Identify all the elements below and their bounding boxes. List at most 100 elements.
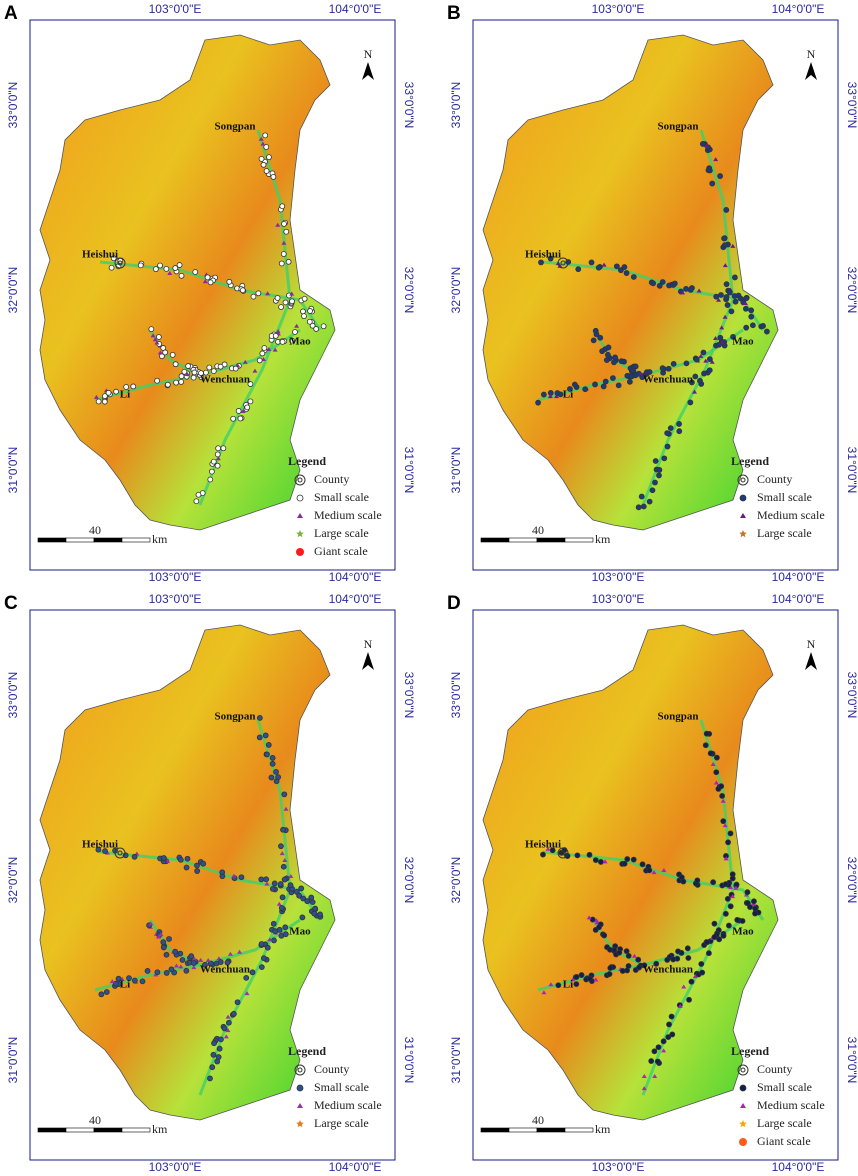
small-symbol [660,1038,667,1045]
legend-label: County [757,1062,792,1076]
small-symbol [621,860,628,867]
legend-label: Giant scale [757,1134,811,1148]
small-symbol [280,251,287,257]
small-symbol [308,894,315,901]
latitude-label: 33°0'0"N [402,672,416,719]
small-symbol [711,920,718,927]
small-symbol [635,956,642,963]
latitude-label: 33°0'0"N [6,82,20,129]
scale-bar [536,537,566,543]
small-symbol [192,269,199,275]
medium-symbol [275,329,281,334]
county-name: Li [563,979,573,991]
small-symbol [176,262,183,268]
small-symbol [655,1044,662,1051]
small-symbol [724,895,731,902]
small-symbol [605,351,611,358]
small-symbol [191,369,198,376]
panel-letter: A [4,3,18,24]
giant-symbol [296,548,304,556]
small-symbol [279,203,286,210]
small-symbol [711,934,718,940]
longitude-label: 104°0'0"E [772,592,825,606]
medium-symbol [557,263,563,268]
medium-symbol [722,314,728,319]
small-symbol [102,848,108,854]
small-symbol [262,132,269,139]
small-symbol [230,1010,237,1017]
medium-symbol [641,1073,647,1078]
county-symbol [737,474,749,486]
county-symbol [294,474,306,486]
small-symbol [217,959,224,965]
county-symbol [297,1067,303,1073]
medium-symbol [661,867,667,872]
medium-symbol [641,1086,647,1091]
scale-bar [480,1127,510,1133]
medium-symbol [244,991,250,996]
small-symbol [610,375,616,381]
small-symbol [209,468,215,475]
small-symbol [207,1075,213,1082]
small-symbol [266,154,272,161]
latitude-label: 32°0'0"N [6,857,20,904]
latitude-label: 31°0'0"N [845,1037,858,1084]
small-symbol [743,295,750,302]
small-symbol [573,974,580,980]
small-symbol [306,318,313,325]
region [482,624,779,1121]
small-symbol [607,946,613,953]
medium-symbol [719,325,725,330]
county-symbol [117,850,123,856]
small-symbol [718,292,724,298]
latitude-label: 33°0'0"N [845,672,858,719]
small-symbol [280,826,286,833]
small-symbol [296,1084,304,1092]
medium-symbol [692,389,698,394]
legend-title: Legend [288,1044,326,1058]
small-symbol [95,846,102,853]
small-symbol [283,228,290,235]
panel-letter: D [447,593,461,614]
small-symbol [589,916,596,923]
medium-symbol [730,243,736,248]
small-symbol [598,859,604,865]
scale-value: 40 [532,523,544,537]
small-symbol [206,364,213,371]
medium-symbol [93,394,99,399]
medium-symbol [191,965,197,970]
latitude-label: 32°0'0"N [402,857,416,904]
county-name: Mao [732,926,754,938]
latitude-label: 33°0'0"N [402,82,416,129]
county-name: Li [563,389,573,401]
small-symbol [613,263,620,270]
small-symbol [275,774,282,781]
scale-bar [121,1127,151,1133]
small-symbol [659,365,666,372]
small-symbol [540,851,546,858]
medium-symbol [279,851,285,856]
small-symbol [304,898,311,905]
small-symbol [592,381,598,388]
medium-symbol [692,974,698,979]
scale-bar [480,537,510,543]
scale-unit: km [152,1122,168,1136]
north-label: N [364,47,373,61]
medium-symbol [541,990,547,995]
small-symbol [625,963,632,969]
small-symbol [588,259,595,266]
medium-symbol [267,937,273,942]
small-symbol [668,1013,675,1020]
small-symbol [656,472,662,479]
latitude-label: 31°0'0"N [6,447,20,494]
small-symbol [239,287,246,294]
medium-symbol [184,371,190,376]
medium-symbol [297,513,303,518]
small-symbol [258,941,265,947]
small-symbol [586,851,593,858]
small-symbol [707,750,714,757]
small-symbol [260,955,267,962]
small-symbol [282,299,289,306]
small-symbol [289,298,295,305]
small-symbol [616,949,623,956]
